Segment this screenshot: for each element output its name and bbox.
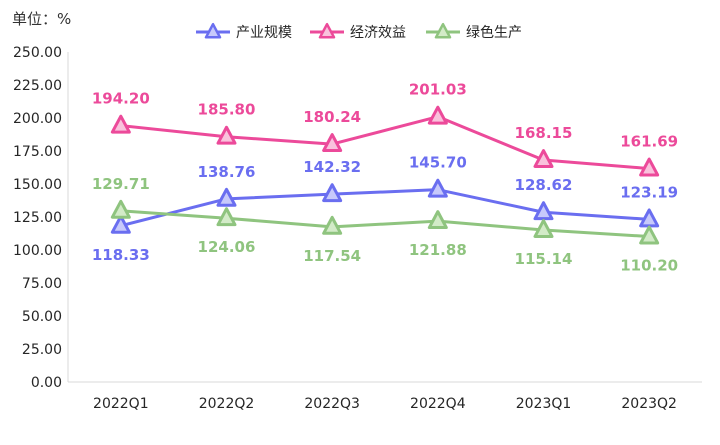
x-tick-label: 2022Q3: [304, 396, 360, 412]
legend-label: 产业规模: [236, 25, 292, 41]
data-label: 138.76: [198, 163, 256, 181]
data-label: 123.19: [620, 183, 678, 201]
y-tick-label: 175.00: [13, 144, 62, 160]
series-point-marker: [322, 133, 343, 153]
series-point-marker: [639, 157, 660, 177]
y-tick-label: 200.00: [13, 111, 62, 127]
series-point-marker: [533, 201, 554, 221]
series-point-marker: [639, 208, 660, 228]
data-label: 117.54: [303, 247, 361, 265]
y-tick-label: 250.00: [13, 45, 62, 61]
y-tick-label: 225.00: [13, 78, 62, 94]
legend-marker: [318, 22, 336, 39]
axes: 0.00 25.00 50.00 75.00 100.00 125.00 150.00 175…: [13, 45, 702, 412]
y-tick-label: 25.00: [22, 342, 62, 358]
series-point-marker: [533, 149, 554, 168]
data-label: 185.80: [198, 101, 256, 119]
data-label: 118.33: [92, 246, 150, 264]
legend-marker: [434, 22, 452, 39]
x-tick-label: 2022Q4: [410, 396, 466, 412]
legend-label: 经济效益: [350, 25, 406, 41]
series-point-marker: [427, 210, 448, 230]
series-point-marker: [427, 178, 448, 198]
y-tick-label: 50.00: [22, 309, 62, 325]
data-label: 168.15: [515, 124, 573, 142]
series-point-marker: [533, 219, 554, 238]
data-label: 115.14: [515, 250, 573, 268]
series-line: [120, 115, 650, 171]
x-tick-label: 2022Q1: [93, 396, 149, 412]
data-label: 129.71: [92, 175, 150, 193]
series-point-marker: [639, 225, 660, 245]
data-label: 201.03: [409, 81, 467, 99]
y-tick-label: 0.00: [31, 375, 62, 391]
series-layer: [110, 105, 660, 245]
data-label: 124.06: [198, 238, 256, 256]
data-labels: 118.33 138.76 142.32 145.70 128.62 123.19 194.…: [92, 81, 678, 275]
unit-label: 单位：%: [12, 10, 72, 28]
y-tick-label: 150.00: [13, 177, 62, 193]
y-tick-label: 125.00: [13, 210, 62, 226]
data-label: 110.20: [620, 257, 678, 275]
y-tick-label: 100.00: [13, 243, 62, 259]
series-point-marker: [110, 214, 131, 234]
legend-marker: [204, 22, 222, 39]
series-line: [120, 209, 650, 239]
legend-label: 绿色生产: [466, 24, 522, 41]
legend: 产业规模 经济效益 绿色生产: [196, 22, 522, 41]
y-tick-label: 75.00: [22, 276, 62, 292]
data-label: 194.20: [92, 90, 150, 108]
data-label: 145.70: [409, 154, 467, 172]
data-label: 180.24: [303, 108, 361, 126]
series-point-marker: [322, 183, 343, 203]
data-label: 121.88: [409, 241, 467, 259]
data-label: 161.69: [620, 133, 678, 151]
x-tick-label: 2022Q2: [199, 396, 255, 412]
series-point-marker: [322, 215, 343, 235]
x-tick-label: 2023Q1: [516, 396, 572, 412]
data-label: 142.32: [303, 158, 361, 176]
series-point-marker: [110, 199, 131, 219]
series-point-marker: [216, 125, 237, 145]
x-tick-label: 2023Q2: [621, 396, 677, 412]
series-point-marker: [216, 187, 237, 207]
series-line: [120, 188, 650, 228]
series-point-marker: [427, 105, 448, 125]
data-label: 128.62: [515, 176, 573, 194]
series-point-marker: [110, 114, 131, 134]
series-point-marker: [216, 207, 237, 227]
